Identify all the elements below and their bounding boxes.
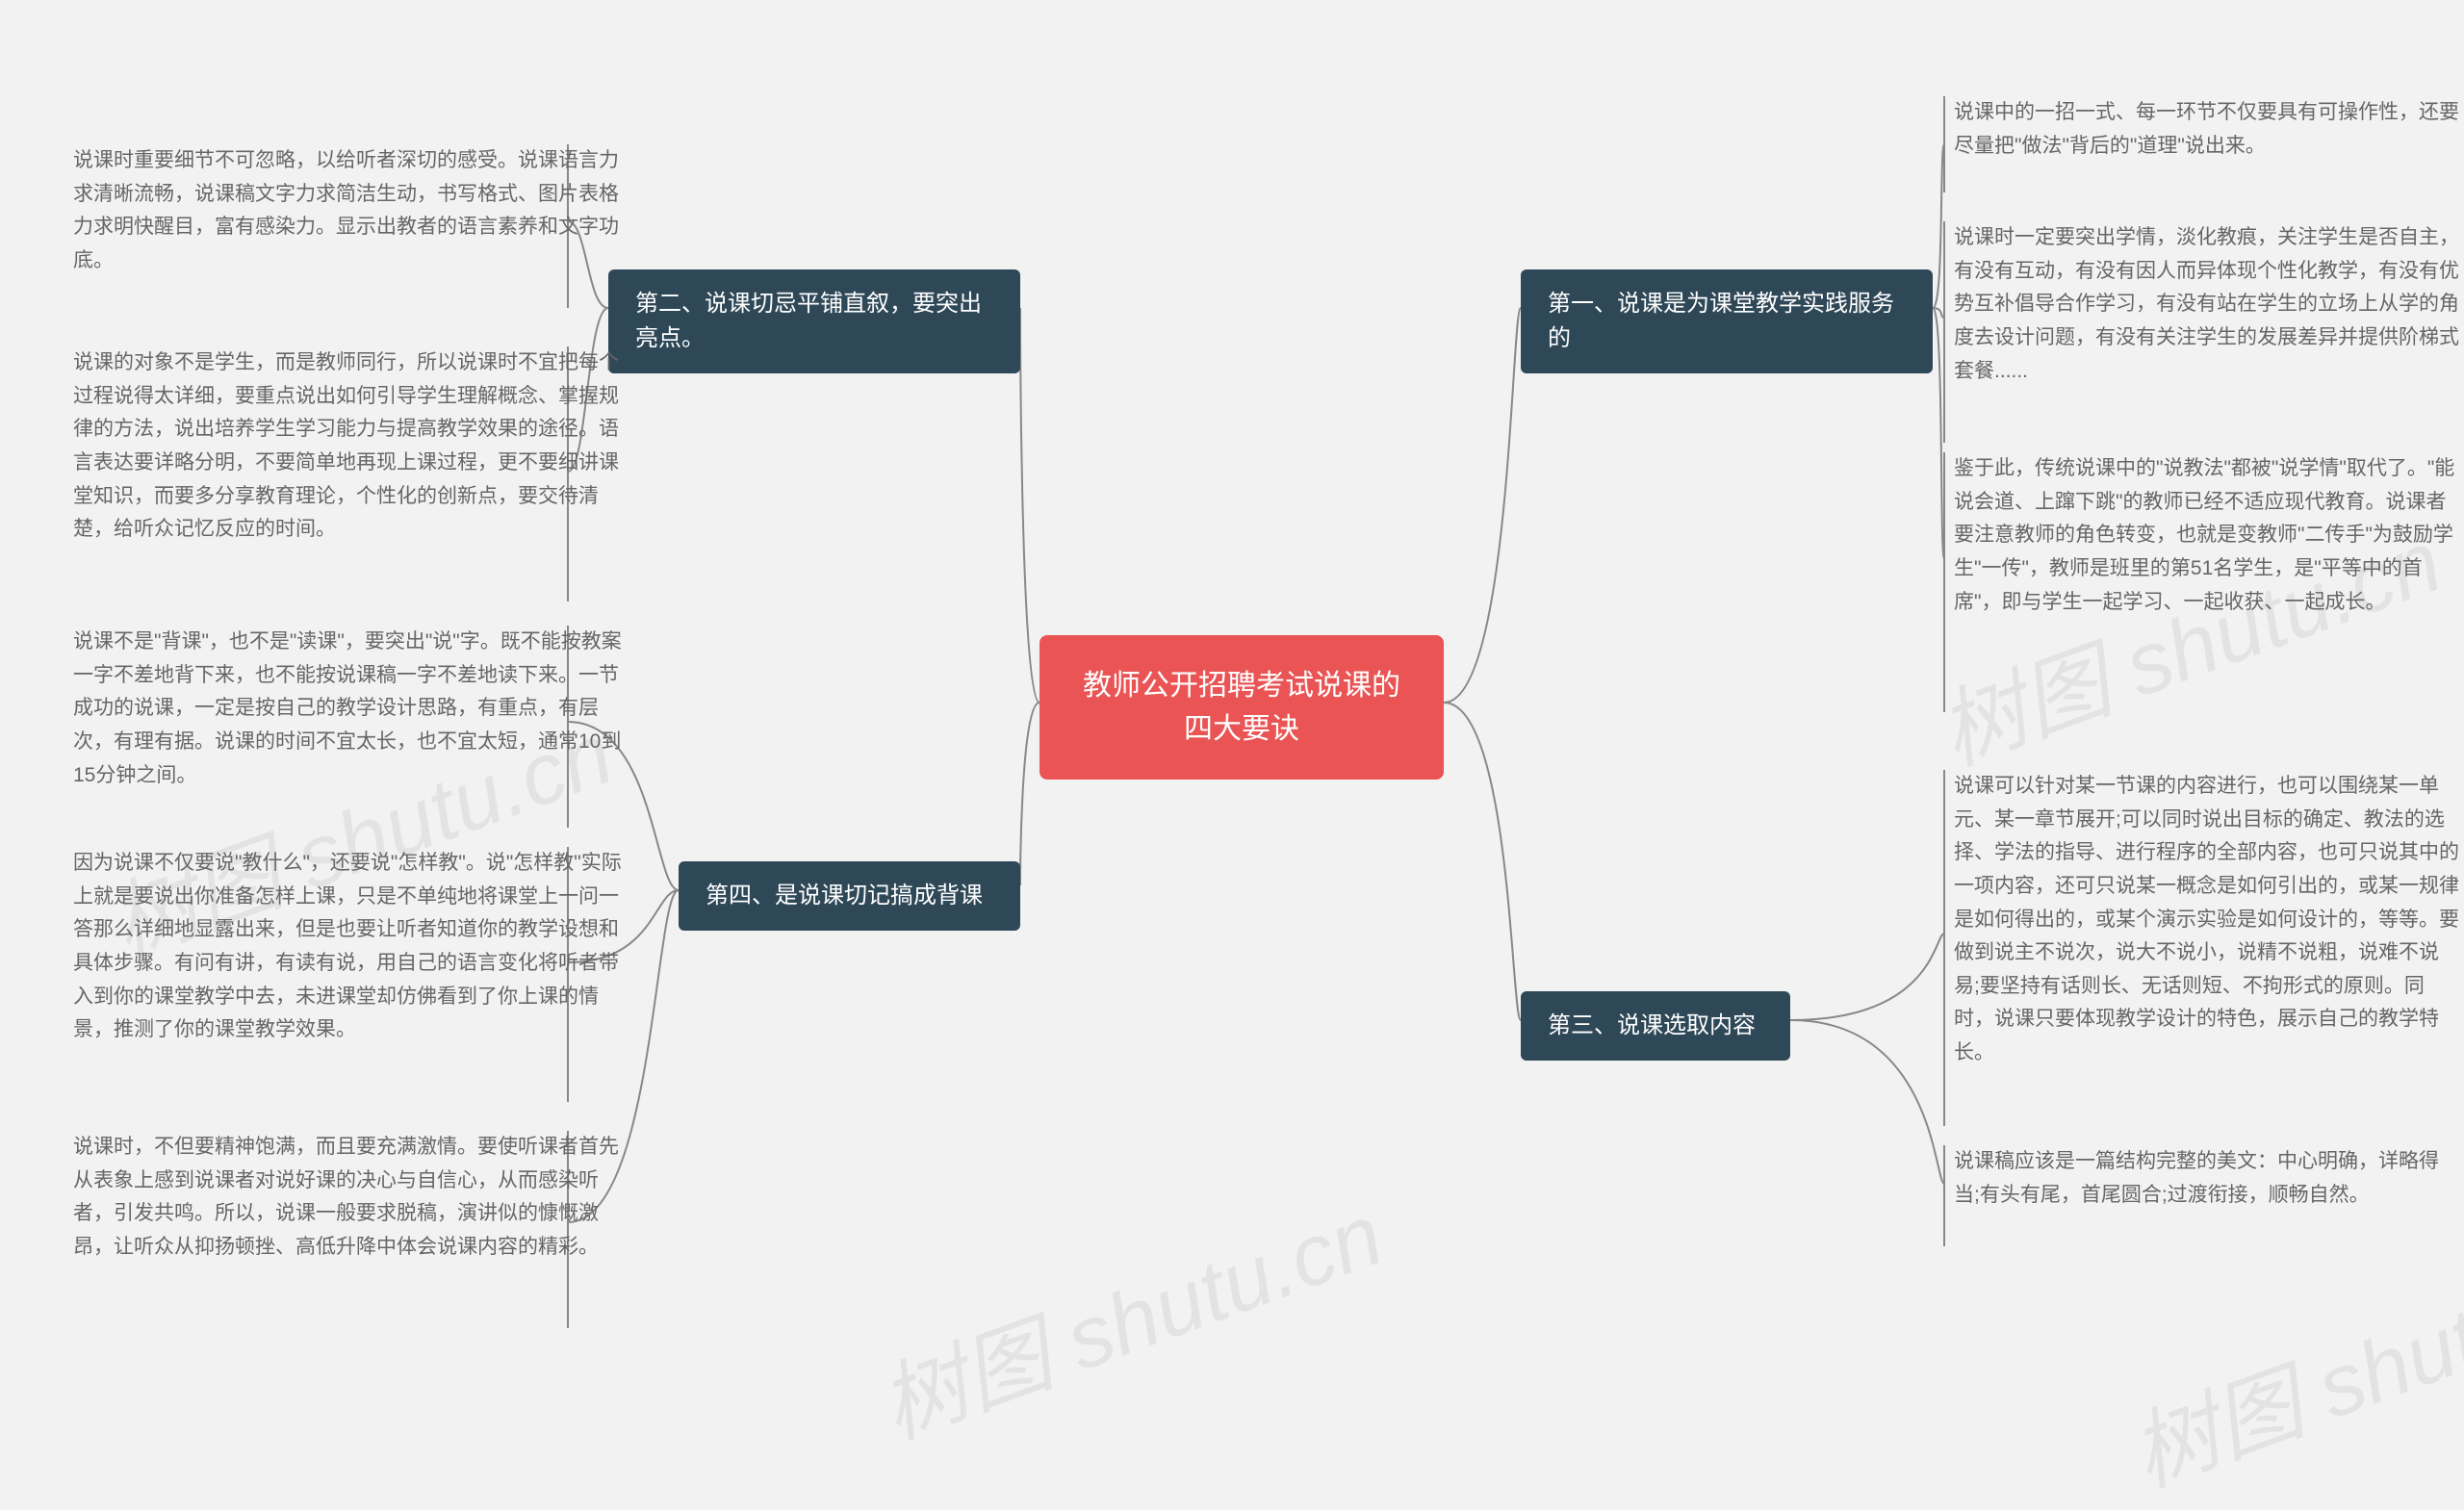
central-node[interactable]: 教师公开招聘考试说课的 四大要诀 bbox=[1040, 635, 1444, 780]
branch-node-4[interactable]: 第四、是说课切记搞成背课 bbox=[679, 861, 1020, 931]
leaf-b4-2: 因为说课不仅要说"教什么"，还要说"怎样教"。说"怎样教"实际上就是要说出你准备… bbox=[73, 847, 622, 1047]
leaf-b4-3: 说课时，不但要精神饱满，而且要充满激情。要使听课者首先从表象上感到说课者对说好课… bbox=[73, 1131, 622, 1265]
branch-node-1[interactable]: 第一、说课是为课堂教学实践服务 的 bbox=[1521, 269, 1933, 373]
branch-node-2[interactable]: 第二、说课切忌平铺直叙，要突出 亮点。 bbox=[608, 269, 1020, 373]
leaf-b1-1: 说课中的一招一式、每一环节不仅要具有可操作性，还要尽量把"做法"背后的"道理"说… bbox=[1954, 96, 2464, 163]
watermark: 树图 shutu.cn bbox=[2112, 1214, 2464, 1510]
branch-node-3[interactable]: 第三、说课选取内容 bbox=[1521, 991, 1790, 1061]
watermark: 树图 shutu.cn bbox=[860, 1165, 1397, 1463]
leaf-b3-2: 说课稿应该是一篇结构完整的美文：中心明确，详略得当;有头有尾，首尾圆合;过渡衔接… bbox=[1954, 1145, 2464, 1212]
leaf-b2-2: 说课的对象不是学生，而是教师同行，所以说课时不宜把每个过程说得太详细，要重点说出… bbox=[73, 346, 622, 547]
leaf-b4-1: 说课不是"背课"，也不是"读课"，要突出"说"字。既不能按教案一字不差地背下来，… bbox=[73, 626, 622, 792]
leaf-b1-2: 说课时一定要突出学情，淡化教痕，关注学生是否自主，有没有互动，有没有因人而异体现… bbox=[1954, 221, 2464, 388]
leaf-b1-3: 鉴于此，传统说课中的"说教法"都被"说学情"取代了。"能说会道、上蹿下跳"的教师… bbox=[1954, 452, 2464, 619]
leaf-b2-1: 说课时重要细节不可忽略，以给听者深切的感受。说课语言力求清晰流畅，说课稿文字力求… bbox=[73, 144, 622, 278]
leaf-b3-1: 说课可以针对某一节课的内容进行，也可以围绕某一单元、某一章节展开;可以同时说出目… bbox=[1954, 770, 2464, 1070]
